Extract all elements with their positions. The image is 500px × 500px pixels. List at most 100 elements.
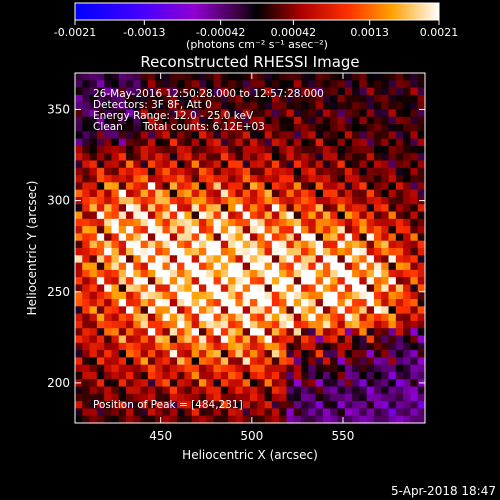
heatmap-cell <box>417 248 425 256</box>
heatmap-cell <box>315 284 324 293</box>
heatmap-cell <box>279 401 287 409</box>
heatmap-cell <box>359 328 368 336</box>
heatmap-cell <box>82 371 91 380</box>
heatmap-cell <box>301 350 309 358</box>
heatmap-cell <box>220 328 229 336</box>
heatmap-cell <box>344 313 353 322</box>
heatmap-cell <box>155 204 163 213</box>
heatmap-cell <box>213 248 222 256</box>
heatmap-cell <box>140 291 149 300</box>
heatmap-cell <box>388 124 397 132</box>
heatmap-cell <box>104 94 112 103</box>
heatmap-cell <box>242 87 251 96</box>
heatmap-cell <box>366 357 375 366</box>
heatmap-cell <box>381 291 390 300</box>
heatmap-cell <box>403 102 411 110</box>
heatmap-cell <box>220 218 229 227</box>
heatmap-cell <box>381 299 390 307</box>
heatmap-cell <box>286 371 295 380</box>
heatmap-cell <box>330 386 338 395</box>
heatmap-cell <box>373 233 382 242</box>
heatmap-cell <box>191 196 200 205</box>
heatmap-cell <box>257 138 266 147</box>
heatmap-cell <box>337 196 346 205</box>
heatmap-cell <box>104 379 112 388</box>
heatmap-cell <box>359 248 368 256</box>
heatmap-cell <box>286 167 295 176</box>
heatmap-cell <box>242 328 251 336</box>
heatmap-cell <box>395 371 404 380</box>
heatmap-cell <box>337 218 346 227</box>
heatmap-cell <box>206 386 215 395</box>
heatmap-cell <box>96 350 105 358</box>
heatmap-cell <box>410 262 419 271</box>
heatmap-cell <box>308 269 317 278</box>
heatmap-cell <box>206 401 215 409</box>
heatmap-cell <box>118 415 127 423</box>
heatmap-cell <box>279 73 287 81</box>
heatmap-cell <box>359 401 368 409</box>
heatmap-cell <box>381 320 390 329</box>
heatmap-cell <box>184 87 193 96</box>
heatmap-cell <box>118 145 127 154</box>
heatmap-cell <box>118 386 127 395</box>
heatmap-cell <box>337 379 346 388</box>
heatmap-cell <box>147 218 156 227</box>
heatmap-cell <box>315 204 324 213</box>
heatmap-cell <box>388 211 397 220</box>
heatmap-cell <box>264 408 273 417</box>
heatmap-cell <box>89 350 98 358</box>
heatmap-cell <box>373 350 382 358</box>
heatmap-cell <box>147 87 156 96</box>
heatmap-cell <box>359 379 368 388</box>
heatmap-cell <box>293 371 302 380</box>
heatmap-cell <box>242 262 251 271</box>
heatmap-cell <box>126 145 134 154</box>
heatmap-cell <box>228 94 236 103</box>
heatmap-cell <box>417 182 425 191</box>
heatmap-cell <box>118 255 127 264</box>
heatmap-cell <box>322 379 331 388</box>
heatmap-cell <box>388 364 397 373</box>
heatmap-cell <box>184 226 193 234</box>
heatmap-cell <box>410 320 419 329</box>
colorbar-tick-label: -0.00042 <box>196 26 245 39</box>
heatmap-cell <box>89 371 98 380</box>
heatmap-cell <box>242 379 251 388</box>
heatmap-cell <box>104 211 112 220</box>
heatmap-cell <box>111 226 120 234</box>
heatmap-cell <box>82 189 91 198</box>
heatmap-cell <box>89 87 98 96</box>
heatmap-cell <box>206 350 215 358</box>
heatmap-cell <box>133 262 142 271</box>
heatmap-cell <box>271 131 280 140</box>
heatmap-cell <box>315 160 324 169</box>
heatmap-cell <box>242 211 251 220</box>
heatmap-cell <box>82 262 91 271</box>
heatmap-cell <box>242 196 251 205</box>
heatmap-cell <box>322 131 331 140</box>
heatmap-cell <box>126 371 134 380</box>
heatmap-cell <box>403 386 411 395</box>
heatmap-cell <box>155 80 163 89</box>
heatmap-cell <box>96 160 105 169</box>
heatmap-cell <box>235 131 244 140</box>
heatmap-cell <box>264 248 273 256</box>
heatmap-cell <box>286 204 295 213</box>
heatmap-cell <box>286 196 295 205</box>
heatmap-cell <box>184 196 193 205</box>
heatmap-cell <box>242 145 251 154</box>
heatmap-cell <box>82 393 91 402</box>
heatmap-cell <box>140 313 149 322</box>
heatmap-cell <box>279 153 287 161</box>
heatmap-cell <box>75 299 83 307</box>
heatmap-cell <box>184 415 193 423</box>
heatmap-cell <box>82 335 91 344</box>
heatmap-cell <box>147 226 156 234</box>
heatmap-cell <box>177 131 185 140</box>
heatmap-cell <box>322 371 331 380</box>
heatmap-cell <box>257 408 266 417</box>
heatmap-cell <box>286 73 295 81</box>
heatmap-cell <box>344 73 353 81</box>
heatmap-cell <box>213 320 222 329</box>
